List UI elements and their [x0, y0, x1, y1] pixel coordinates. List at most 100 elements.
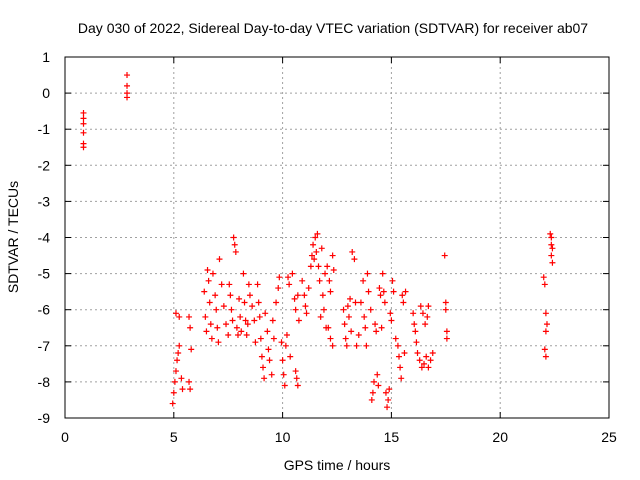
data-point [251, 317, 258, 324]
data-point [204, 266, 211, 273]
data-point [327, 288, 334, 295]
data-point [418, 364, 425, 371]
data-point [289, 270, 296, 277]
data-point [270, 335, 277, 342]
data-point [174, 357, 181, 364]
data-point [423, 353, 430, 360]
data-point [80, 129, 87, 136]
data-point [318, 245, 325, 252]
data-point [375, 382, 382, 389]
data-point [305, 285, 312, 292]
data-point [292, 368, 299, 375]
data-point [421, 360, 428, 367]
data-point [301, 292, 308, 299]
data-point [386, 386, 393, 393]
data-point [170, 389, 177, 396]
data-point [273, 299, 280, 306]
data-point [226, 281, 233, 288]
data-point [186, 313, 193, 320]
data-point [264, 328, 271, 335]
data-point [258, 353, 265, 360]
data-point [311, 256, 318, 263]
data-point [542, 353, 549, 360]
data-point [176, 313, 183, 320]
data-point [413, 339, 420, 346]
data-point [410, 310, 417, 317]
data-point [279, 357, 286, 364]
data-point [243, 331, 250, 338]
data-point [345, 313, 352, 320]
data-point [357, 299, 364, 306]
y-tick-label: -7 [38, 338, 51, 354]
data-point [355, 331, 362, 338]
data-point [293, 375, 300, 382]
data-point [377, 292, 384, 299]
data-point [241, 299, 248, 306]
data-point [283, 331, 290, 338]
data-point [202, 313, 209, 320]
data-point [124, 94, 131, 101]
data-point [388, 317, 395, 324]
data-point [216, 256, 223, 263]
data-point [541, 346, 548, 353]
data-point [292, 306, 299, 313]
data-point [372, 321, 379, 328]
data-point [442, 306, 449, 313]
data-point [392, 335, 399, 342]
data-point [249, 303, 256, 310]
x-tick-label: 20 [492, 429, 508, 445]
data-point [443, 328, 450, 335]
data-point [307, 263, 314, 270]
data-point [327, 335, 334, 342]
data-point [255, 299, 262, 306]
data-point [179, 386, 186, 393]
data-point [342, 335, 349, 342]
data-point [313, 248, 320, 255]
data-point [220, 303, 227, 310]
data-point [340, 306, 347, 313]
data-point [278, 339, 285, 346]
y-tick-label: 1 [42, 49, 50, 65]
data-point [344, 303, 351, 310]
data-point [425, 303, 432, 310]
data-point [234, 331, 241, 338]
data-point [315, 263, 322, 270]
y-axis-label: SDTVAR / TECUs [5, 181, 21, 293]
data-point [361, 313, 368, 320]
data-point [419, 310, 426, 317]
data-point [269, 317, 276, 324]
data-point [294, 292, 301, 299]
data-point [209, 270, 216, 277]
data-point [442, 299, 449, 306]
data-point [367, 306, 374, 313]
data-point [425, 364, 432, 371]
data-point [360, 277, 367, 284]
data-point [427, 357, 434, 364]
data-point [411, 321, 418, 328]
data-point [294, 382, 301, 389]
data-point [387, 310, 394, 317]
data-point [232, 248, 239, 255]
data-point [303, 310, 310, 317]
data-point [266, 357, 273, 364]
data-point [324, 263, 331, 270]
data-point [385, 396, 392, 403]
data-point [401, 350, 408, 357]
data-point [362, 324, 369, 331]
data-point [201, 288, 208, 295]
data-point [218, 281, 225, 288]
data-point [291, 295, 298, 302]
data-point [268, 371, 275, 378]
data-point [295, 317, 302, 324]
data-point [364, 270, 371, 277]
data-point [171, 378, 178, 385]
data-point [186, 378, 193, 385]
data-point [310, 241, 317, 248]
plot-frame [64, 56, 610, 419]
data-point [363, 342, 370, 349]
data-point [260, 364, 267, 371]
x-axis-label: GPS time / hours [284, 457, 391, 473]
data-point [347, 295, 354, 302]
data-point [287, 353, 294, 360]
